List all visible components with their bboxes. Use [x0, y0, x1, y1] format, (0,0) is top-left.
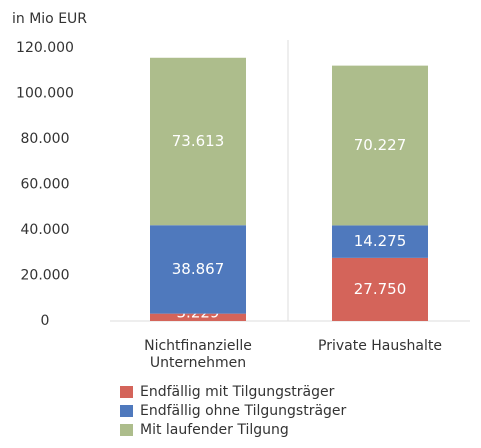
data-label: 73.613 — [172, 132, 225, 150]
y-axis-label: in Mio EUR — [12, 11, 87, 27]
bar-segment — [332, 65, 428, 226]
legend-label: Mit laufender Tilgung — [140, 422, 289, 438]
data-label: 27.750 — [354, 280, 407, 298]
data-label: 14.275 — [354, 232, 407, 250]
legend-label: Endfällig mit Tilgungsträger — [140, 384, 335, 400]
bar-segment — [150, 313, 246, 321]
bar-segment — [150, 57, 246, 226]
y-tick-label: 120.000 — [16, 40, 74, 56]
y-tick-label: 80.000 — [21, 131, 70, 147]
y-tick-label: 20.000 — [21, 268, 70, 284]
x-tick-label: Private Haushalte — [318, 338, 442, 354]
legend-swatch — [120, 386, 133, 398]
bar-segment — [332, 257, 428, 321]
x-tick-label: Nichtfinanzielle Unternehmen — [144, 338, 252, 371]
y-tick-label: 40.000 — [21, 222, 70, 238]
legend-label: Endfällig ohne Tilgungsträger — [140, 403, 347, 419]
bar-segment — [332, 225, 428, 258]
bar-segment — [150, 225, 246, 314]
y-tick-label: 100.000 — [16, 86, 74, 102]
data-label: 38.867 — [172, 260, 225, 278]
legend-swatch — [120, 424, 133, 436]
y-tick-label: 0 — [41, 313, 50, 329]
legend-swatch — [120, 405, 133, 417]
y-tick-label: 60.000 — [21, 177, 70, 193]
data-label: 70.227 — [354, 136, 407, 154]
